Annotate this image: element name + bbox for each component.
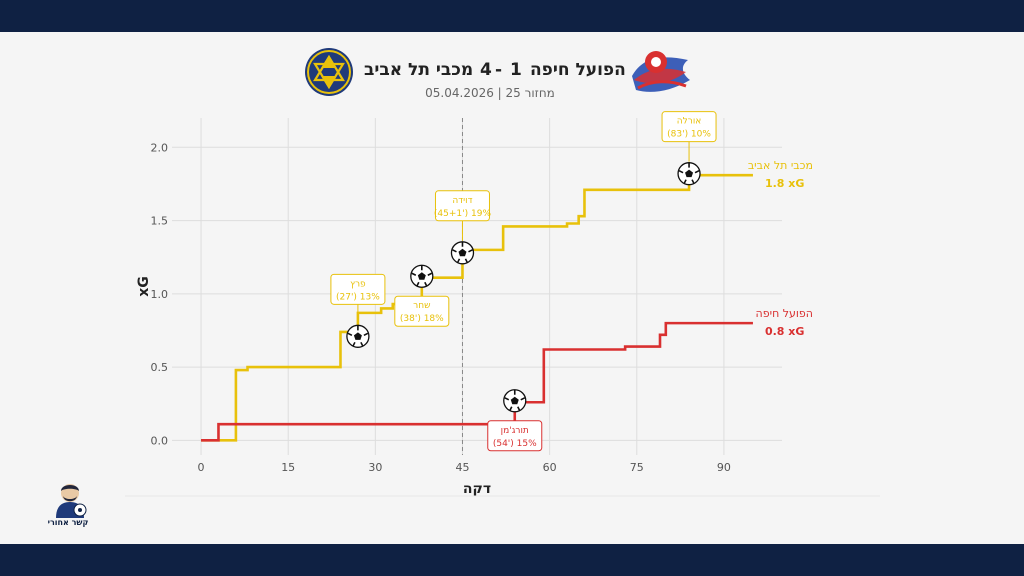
hapoel-crest-icon [632,51,690,92]
y-axis-label: xG [136,276,152,297]
goal-player-name: תורג'מן [501,426,529,436]
away-team-name: מכבי תל אביב [364,60,474,80]
goal-player-name: פרץ [350,279,366,289]
goal-label-box [434,190,490,222]
svg-text:תא: תא [323,69,336,79]
goal-player-name: אורלה [677,117,702,127]
home-team-name: הפועל חיפה [530,60,626,80]
series-legend-total: 1.8 xG [765,177,804,190]
maccabi-crest-icon: תא [305,48,353,96]
goal-label-box [394,295,450,327]
soccer-ball-patch [510,396,519,405]
goal-detail: (27') 13% [336,292,380,302]
soccer-ball-seams [347,325,369,347]
x-tick-label: 75 [630,461,644,474]
series-legend-name: הפועל חיפה [756,307,813,320]
soccer-ball-seams [678,162,700,185]
goal-label-box [330,273,386,305]
away-score: 4 [480,60,492,80]
home-score: 1 [510,60,522,80]
chart-card [0,32,1024,544]
y-tick-label: 1.5 [151,215,169,228]
goal-detail: (38') 18% [400,314,444,324]
x-tick-label: 45 [455,461,469,474]
series-legend-total: 0.8 xG [765,325,804,338]
x-tick-label: 30 [368,461,382,474]
goal-label-box [661,111,717,143]
x-tick-label: 90 [717,461,731,474]
series-legend-name: מכבי תל אביב [748,159,813,172]
goal-detail: (83') 10% [667,130,711,140]
y-tick-label: 0.5 [151,361,169,374]
x-tick-label: 60 [543,461,557,474]
y-tick-label: 1.0 [151,288,169,301]
goal-player-name: דוידה [452,196,472,206]
x-tick-label: 15 [281,461,295,474]
goal-label-box [487,420,543,452]
goal-detail: (45+1') 19% [434,209,492,219]
y-tick-label: 0.0 [151,434,169,447]
brand-label: קשר אחורי [47,518,89,527]
top-band [0,0,1024,32]
bottom-band [0,544,1024,576]
x-axis-label: דקה [463,481,491,497]
goal-detail: (54') 15% [493,439,537,449]
soccer-ball-seams [411,265,433,287]
brand-mascot-icon [56,484,87,518]
x-tick-label: 0 [198,461,205,474]
soccer-ball-patch [417,272,426,280]
goal-player-name: שחר [413,301,430,311]
soccer-ball-seams [504,389,526,412]
match-subtitle: 05.04.2026 | מחזור 25 [425,86,555,100]
score-separator: - [495,60,503,80]
soccer-ball-patch [685,169,694,178]
soccer-ball-seams [452,241,473,264]
y-tick-label: 2.0 [151,141,169,154]
series-line-hapoel [201,321,753,442]
match-header: תא מכבי תל אביב 4 - 1 הפועל חיפה [0,48,1024,96]
soccer-ball-patch [458,248,467,257]
soccer-ball-patch [353,332,362,340]
